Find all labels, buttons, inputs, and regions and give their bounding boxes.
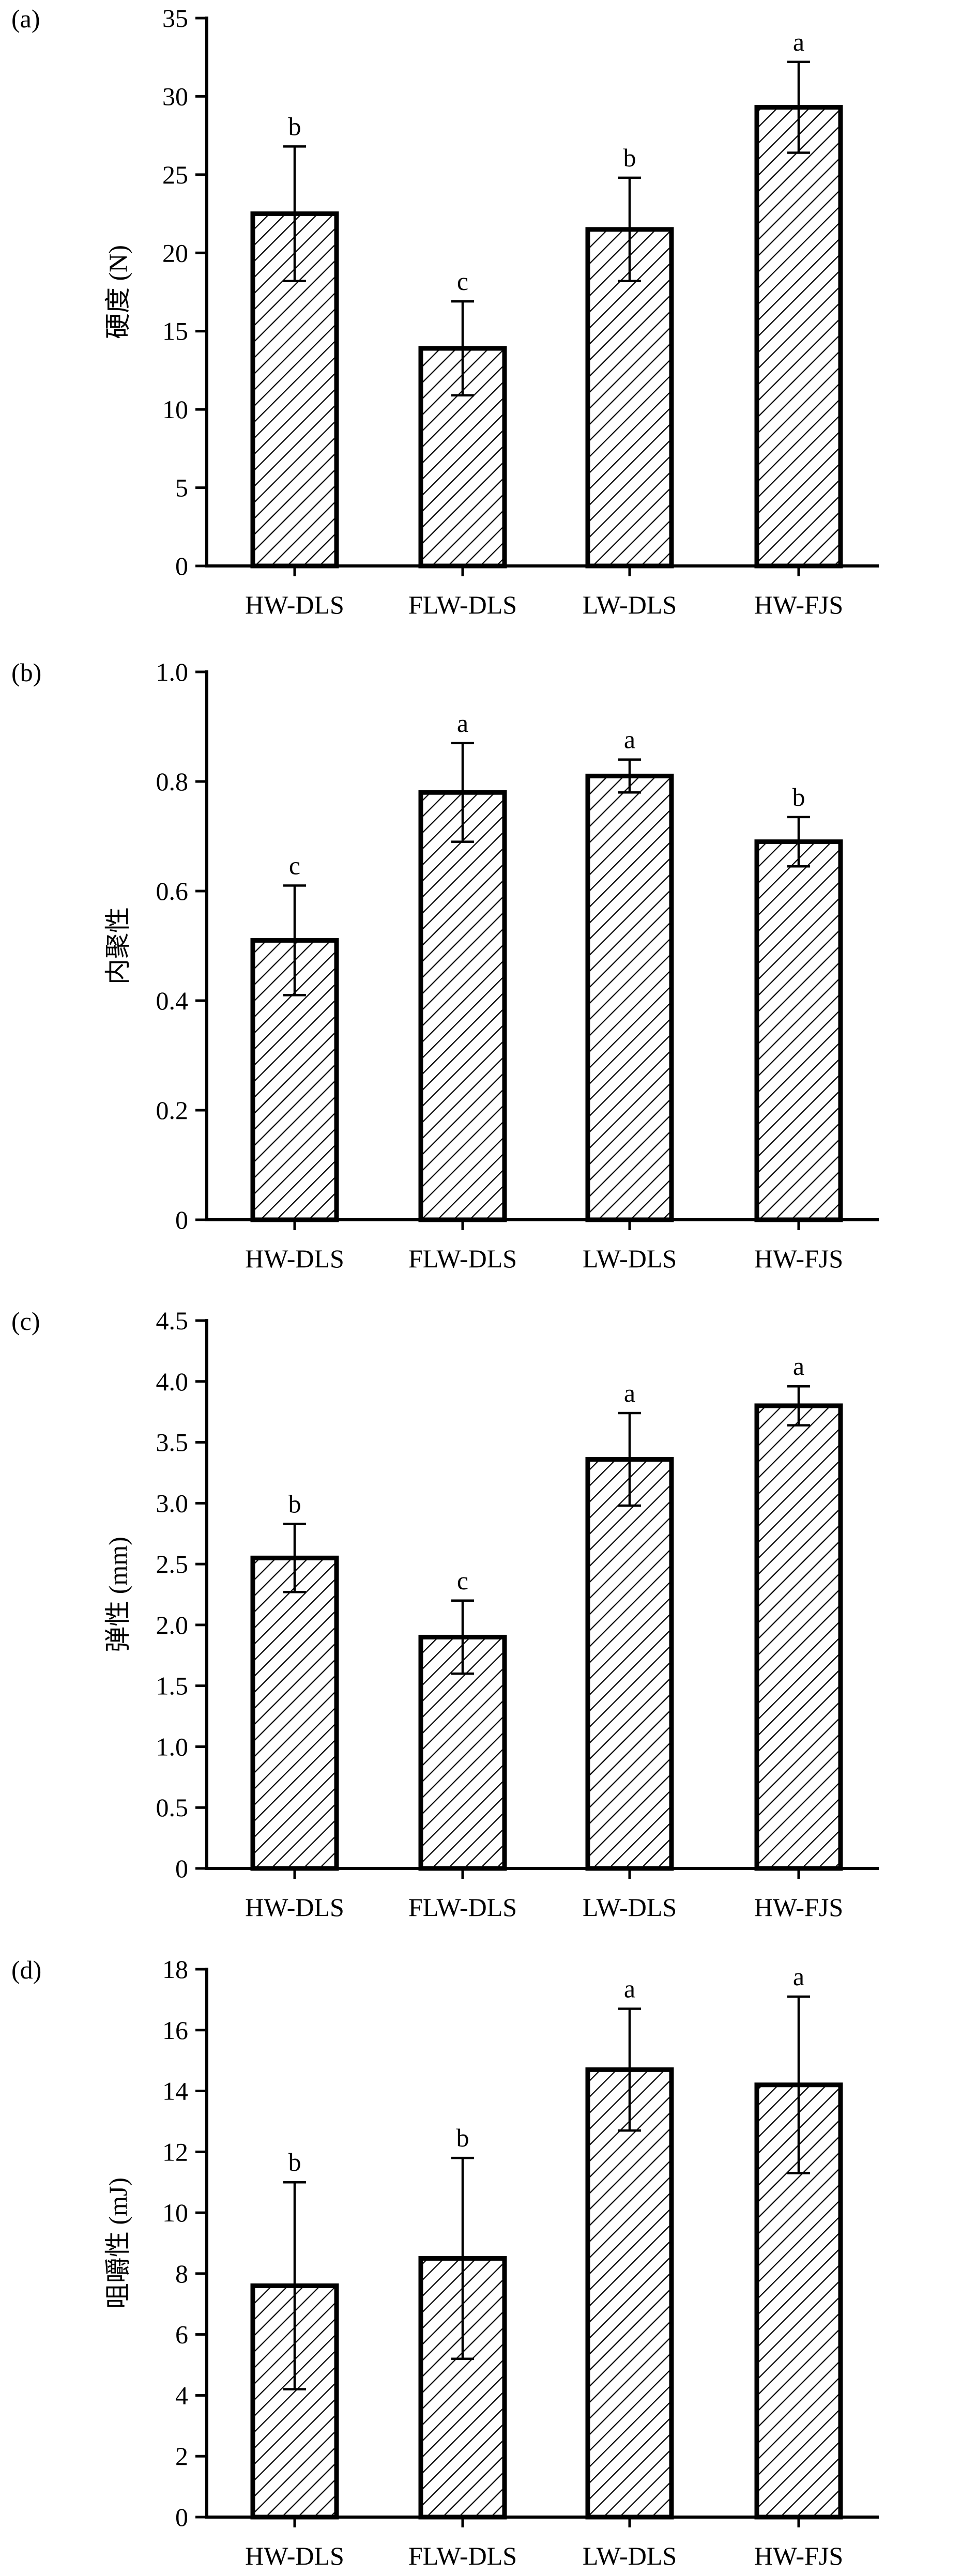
x-tick-label: HW-DLS	[245, 590, 344, 619]
x-tick-label: LW-DLS	[583, 590, 677, 619]
chart-panel-4: b b a a 0 2 4 6 8 10 12 14 16 18 HW-DLS FLW-DLS LW-DLS HW…	[11, 1955, 879, 2570]
y-tick-label: 3.5	[156, 1428, 189, 1457]
bar	[585, 2067, 674, 2520]
bar	[754, 1403, 843, 1871]
y-tick-label: 16	[162, 2016, 188, 2045]
y-axis-title: 内聚性	[103, 907, 132, 985]
significance-letter: b	[288, 2148, 301, 2176]
y-tick-label: 20	[162, 238, 188, 267]
y-tick-label: 0	[175, 2503, 188, 2532]
y-tick-label: 1.0	[156, 657, 189, 686]
x-tick-label: LW-DLS	[583, 2541, 677, 2570]
y-tick-label: 10	[162, 2198, 188, 2227]
x-tick-label: FLW-DLS	[408, 590, 517, 619]
x-tick-label: HW-FJS	[754, 1893, 843, 1922]
x-tick-label: FLW-DLS	[408, 1893, 517, 1922]
y-tick-label: 12	[162, 2137, 188, 2166]
y-tick-label: 35	[162, 4, 188, 33]
y-tick-label: 0	[175, 1854, 188, 1883]
bar	[585, 1457, 674, 1871]
y-tick-label: 0.4	[156, 986, 189, 1015]
x-tick-label: HW-FJS	[754, 2541, 843, 2570]
bar	[754, 839, 843, 1222]
panel-label: (b)	[11, 658, 41, 687]
y-axis-title: 弹性 (mm)	[103, 1537, 132, 1652]
y-tick-label: 4	[175, 2381, 188, 2410]
panel-label: (c)	[11, 1307, 40, 1336]
significance-letter: b	[288, 1489, 301, 1518]
x-tick-label: HW-FJS	[754, 590, 843, 619]
x-tick-label: FLW-DLS	[408, 1244, 517, 1273]
y-tick-label: 8	[175, 2259, 188, 2288]
y-tick-label: 0.2	[156, 1096, 189, 1125]
y-tick-label: 2	[175, 2442, 188, 2471]
y-tick-label: 10	[162, 395, 188, 424]
chart-panel-3: b c a a 0 0.5 1.0 1.5 2.0 2.5 3.0 3.5 4.0 4.5 HW-DLS FL…	[11, 1306, 879, 1922]
x-tick-label: HW-FJS	[754, 1244, 843, 1273]
x-tick-label: HW-DLS	[245, 1893, 344, 1922]
y-tick-label: 3.0	[156, 1489, 189, 1517]
significance-letter: a	[457, 709, 468, 738]
y-tick-label: 0.8	[156, 767, 189, 796]
significance-letter: b	[456, 2123, 469, 2152]
chart-panel-2: c a a b 0 0.2 0.4 0.6 0.8 1.0 HW-DLS FLW-DLS LW-DLS H…	[11, 657, 879, 1273]
bar	[585, 773, 674, 1222]
y-tick-label: 5	[175, 473, 188, 502]
y-tick-label: 0	[175, 551, 188, 580]
x-tick-label: HW-DLS	[245, 2541, 344, 2570]
y-tick-label: 4.0	[156, 1367, 189, 1396]
significance-letter: c	[457, 1566, 468, 1595]
y-tick-label: 2.5	[156, 1550, 189, 1578]
significance-letter: b	[623, 143, 636, 172]
chart-panel-1: b c b a 0 5 10 15 20 25 30 35 HW-DLS FLW-DLS LW-DLS HW-…	[11, 4, 879, 619]
x-tick-label: LW-DLS	[583, 1893, 677, 1922]
y-tick-label: 1.0	[156, 1732, 189, 1761]
y-tick-label: 0.5	[156, 1793, 189, 1822]
bar	[754, 105, 843, 569]
significance-letter: a	[793, 1352, 804, 1381]
significance-letter: a	[624, 1974, 635, 2003]
y-tick-label: 2.0	[156, 1611, 189, 1639]
significance-letter: a	[624, 1378, 635, 1407]
y-axis-title: 咀嚼性 (mJ)	[103, 2178, 132, 2309]
panel-label: (a)	[11, 4, 40, 33]
y-tick-label: 0.6	[156, 877, 189, 906]
bar	[250, 1555, 339, 1871]
y-tick-label: 30	[162, 82, 188, 111]
y-tick-label: 4.5	[156, 1306, 189, 1335]
significance-letter: a	[793, 27, 804, 56]
y-tick-label: 18	[162, 1955, 188, 1984]
y-tick-label: 6	[175, 2320, 188, 2349]
significance-letter: a	[624, 725, 635, 754]
panel-label: (d)	[11, 1955, 41, 1984]
significance-letter: b	[288, 112, 301, 141]
significance-letter: b	[792, 783, 805, 811]
x-tick-label: HW-DLS	[245, 1244, 344, 1273]
y-tick-label: 1.5	[156, 1672, 189, 1700]
y-axis-title: 硬度 (N)	[103, 245, 132, 339]
x-tick-label: LW-DLS	[583, 1244, 677, 1273]
y-tick-label: 25	[162, 160, 188, 189]
significance-letter: a	[793, 1962, 804, 1991]
significance-letter: c	[457, 267, 468, 296]
significance-letter: c	[289, 851, 300, 880]
bar	[418, 790, 507, 1222]
x-tick-label: FLW-DLS	[408, 2541, 517, 2570]
y-tick-label: 15	[162, 317, 188, 346]
y-tick-label: 0	[175, 1205, 188, 1234]
y-tick-label: 14	[162, 2077, 188, 2106]
